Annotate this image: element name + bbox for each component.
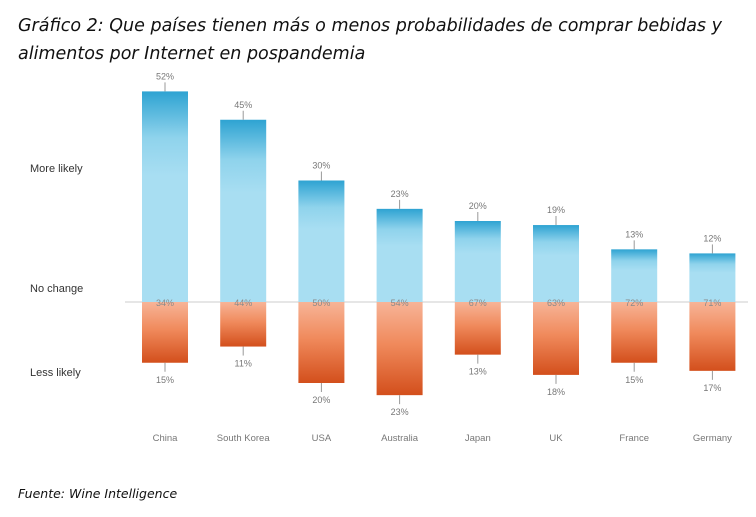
label-less-south-korea: 11% bbox=[235, 359, 252, 369]
label-less-france: 15% bbox=[625, 375, 643, 385]
category-label-japan: Japan bbox=[465, 433, 491, 444]
bar-less-japan bbox=[454, 302, 501, 355]
bar-more-uk bbox=[533, 225, 579, 302]
category-label-usa: USA bbox=[312, 433, 332, 444]
label-less-australia: 23% bbox=[391, 407, 409, 417]
bar-less-south-korea bbox=[220, 302, 267, 347]
bar-less-uk bbox=[533, 302, 579, 375]
bar-more-china bbox=[142, 91, 188, 303]
label-more-australia: 23% bbox=[391, 189, 409, 199]
label-more-china: 52% bbox=[156, 71, 174, 81]
label-more-usa: 30% bbox=[312, 161, 330, 171]
row-label-more-likely: More likely bbox=[30, 163, 83, 175]
chart-title: Gráfico 2: Que países tienen más o menos… bbox=[18, 16, 722, 64]
label-less-china: 15% bbox=[156, 375, 174, 385]
row-label-less-likely: Less likely bbox=[30, 367, 81, 379]
category-label-uk: UK bbox=[549, 433, 563, 444]
bar-less-germany bbox=[689, 302, 736, 371]
label-nochange-japan: 67% bbox=[469, 298, 487, 308]
label-nochange-australia: 54% bbox=[391, 298, 409, 308]
bar-more-usa bbox=[298, 180, 345, 302]
bar-more-france bbox=[611, 249, 658, 302]
bar-less-usa bbox=[298, 302, 345, 383]
bar-more-australia bbox=[376, 208, 423, 302]
bar-more-japan bbox=[454, 221, 501, 302]
category-label-france: France bbox=[619, 433, 649, 444]
label-more-uk: 19% bbox=[547, 205, 565, 215]
category-label-germany: Germany bbox=[693, 433, 732, 444]
label-nochange-usa: 50% bbox=[312, 298, 330, 308]
label-less-germany: 17% bbox=[703, 383, 721, 393]
bar-less-france bbox=[611, 302, 658, 363]
category-label-australia: Australia bbox=[381, 433, 419, 444]
bar-more-germany bbox=[689, 253, 736, 302]
label-less-uk: 18% bbox=[547, 387, 565, 397]
label-nochange-germany: 71% bbox=[703, 298, 721, 308]
category-label-china: China bbox=[153, 433, 179, 444]
category-label-south-korea: South Korea bbox=[217, 433, 271, 444]
bar-more-south-korea bbox=[220, 119, 267, 302]
bar-less-china bbox=[142, 302, 188, 363]
label-more-germany: 12% bbox=[703, 233, 721, 243]
label-nochange-china: 34% bbox=[156, 298, 174, 308]
label-more-south-korea: 45% bbox=[234, 100, 252, 110]
label-nochange-uk: 63% bbox=[547, 298, 565, 308]
row-label-no-change: No change bbox=[30, 283, 84, 295]
bar-less-australia bbox=[376, 302, 423, 396]
label-less-japan: 13% bbox=[469, 367, 487, 377]
source-note: Fuente: Wine Intelligence bbox=[18, 486, 178, 501]
label-less-usa: 20% bbox=[312, 395, 330, 405]
diverging-bar-chart: 52% 15% 34% China 45% 11% 44% South Korea 30% 20%… bbox=[125, 71, 748, 444]
label-nochange-south-korea: 44% bbox=[234, 298, 252, 308]
label-nochange-france: 72% bbox=[625, 298, 643, 308]
label-more-japan: 20% bbox=[469, 201, 487, 211]
label-more-france: 13% bbox=[625, 229, 643, 239]
